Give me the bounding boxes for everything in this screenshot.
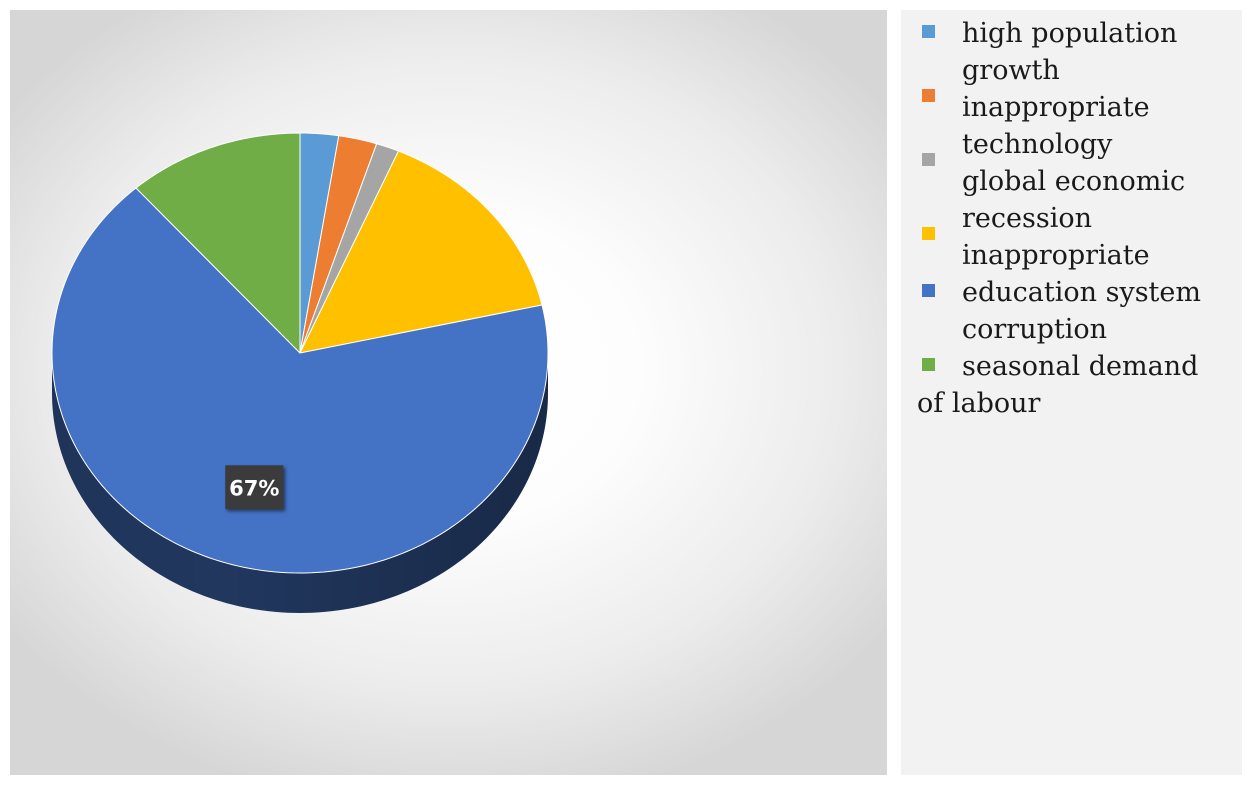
pie-side-shading: [52, 353, 548, 613]
legend-marker-seasonal-demand-of-labour: [922, 358, 935, 371]
pie-chart: 67%: [51, 132, 549, 613]
legend-line: technology: [962, 129, 1113, 160]
data-label-corruption: 67%: [225, 465, 284, 510]
pie-slice-corruption: [51, 187, 549, 574]
pie-slice-inappropriate-technology: [299, 135, 378, 354]
legend-line: recession: [962, 203, 1092, 234]
legend-line: global economic: [962, 166, 1185, 197]
legend-line: inappropriate: [962, 240, 1150, 271]
legend-line: inappropriate: [962, 92, 1150, 123]
legend-line: corruption: [962, 314, 1107, 345]
legend-marker-global-economic-recession: [922, 153, 935, 166]
legend-marker-high-population-growth: [922, 25, 935, 38]
chart-plot-area: 67%: [10, 10, 887, 775]
data-label-text: 67%: [229, 476, 279, 500]
pie-slice-inappropriate-education-system: [299, 150, 543, 354]
legend-line: education system: [962, 277, 1201, 308]
legend-line: high population: [962, 18, 1177, 49]
pie-slice-seasonal-demand-of-labour: [135, 132, 301, 354]
legend-items: high population growth inappropriate techno…: [917, 18, 1201, 419]
legend-marker-inappropriate-technology: [922, 89, 935, 102]
legend-line: growth: [962, 55, 1060, 86]
legend-marker-corruption: [922, 284, 935, 297]
legend-marker-inappropriate-education-system: [922, 227, 935, 240]
legend-line: of labour: [917, 388, 1040, 419]
legend: high population growth inappropriate techno…: [901, 10, 1242, 775]
data-label-box: [225, 465, 284, 510]
legend-line: seasonal demand: [962, 351, 1198, 382]
